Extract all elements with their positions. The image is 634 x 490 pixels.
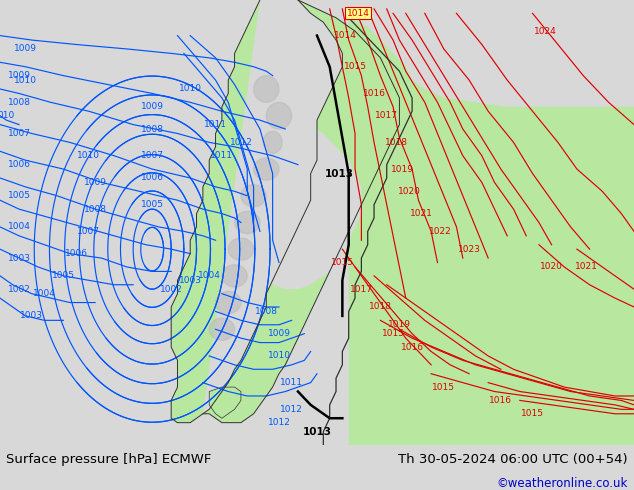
Polygon shape xyxy=(171,0,399,423)
Text: 1004: 1004 xyxy=(8,222,30,231)
Text: 1007: 1007 xyxy=(8,129,30,138)
Text: 1004: 1004 xyxy=(198,271,221,280)
Text: 1017: 1017 xyxy=(350,285,373,294)
Text: 1008: 1008 xyxy=(8,98,30,107)
Text: 1010: 1010 xyxy=(77,151,100,160)
Text: 1017: 1017 xyxy=(375,111,398,120)
Text: 1013: 1013 xyxy=(302,427,332,437)
Text: 1002: 1002 xyxy=(8,285,30,294)
Text: 1015: 1015 xyxy=(382,329,404,338)
Ellipse shape xyxy=(216,292,241,314)
Ellipse shape xyxy=(263,131,282,153)
Text: 1004: 1004 xyxy=(33,289,56,298)
Text: 1023: 1023 xyxy=(458,245,481,254)
Text: 1012: 1012 xyxy=(268,418,290,427)
Text: 1006: 1006 xyxy=(8,160,30,169)
Ellipse shape xyxy=(254,75,279,102)
Text: 1010: 1010 xyxy=(14,75,37,85)
Text: 1019: 1019 xyxy=(391,165,414,173)
Text: 1006: 1006 xyxy=(65,249,87,258)
Text: 1018: 1018 xyxy=(385,138,408,147)
Ellipse shape xyxy=(254,158,279,180)
Text: 1024: 1024 xyxy=(534,26,557,36)
Text: 1002: 1002 xyxy=(160,285,183,294)
Text: 1015: 1015 xyxy=(344,62,366,71)
Text: 1012: 1012 xyxy=(280,405,303,414)
Polygon shape xyxy=(349,18,634,445)
Text: 1015: 1015 xyxy=(331,258,354,267)
Text: 1005: 1005 xyxy=(141,200,164,209)
Text: 1011: 1011 xyxy=(210,151,233,160)
Text: 1003: 1003 xyxy=(179,276,202,285)
Text: 1008: 1008 xyxy=(141,124,164,134)
Text: 1005: 1005 xyxy=(8,191,30,200)
Text: 1018: 1018 xyxy=(369,302,392,312)
Text: 1015: 1015 xyxy=(432,383,455,392)
Polygon shape xyxy=(209,387,241,418)
Ellipse shape xyxy=(266,102,292,129)
Text: 1011: 1011 xyxy=(280,378,303,387)
Ellipse shape xyxy=(222,265,247,287)
Ellipse shape xyxy=(235,211,260,234)
Text: 1009: 1009 xyxy=(14,45,37,53)
Text: 1014: 1014 xyxy=(334,31,357,40)
Text: 1021: 1021 xyxy=(575,263,598,271)
Text: 010: 010 xyxy=(0,111,15,120)
Text: 1003: 1003 xyxy=(20,311,43,320)
Text: 1007: 1007 xyxy=(77,227,100,236)
Text: 1009: 1009 xyxy=(8,71,30,80)
Text: 1016: 1016 xyxy=(401,343,424,351)
Text: 1022: 1022 xyxy=(429,227,452,236)
Ellipse shape xyxy=(241,185,266,207)
Text: 1012: 1012 xyxy=(230,138,252,147)
Text: 1010: 1010 xyxy=(268,351,290,361)
Text: 1005: 1005 xyxy=(52,271,75,280)
Text: 1013: 1013 xyxy=(325,169,354,178)
Text: 1020: 1020 xyxy=(398,187,420,196)
Text: 1016: 1016 xyxy=(363,89,385,98)
Polygon shape xyxy=(260,120,361,289)
Text: 1003: 1003 xyxy=(8,253,30,263)
Text: 1006: 1006 xyxy=(141,173,164,182)
Text: 1010: 1010 xyxy=(179,84,202,94)
Text: 1008: 1008 xyxy=(255,307,278,316)
Text: 1007: 1007 xyxy=(141,151,164,160)
Text: 1014: 1014 xyxy=(347,9,370,18)
Text: 1015: 1015 xyxy=(521,409,544,418)
Text: ©weatheronline.co.uk: ©weatheronline.co.uk xyxy=(496,477,628,490)
Ellipse shape xyxy=(228,238,254,260)
Text: 1009: 1009 xyxy=(84,178,107,187)
Text: 1021: 1021 xyxy=(410,209,433,218)
Text: 1009: 1009 xyxy=(268,329,290,338)
Text: 1016: 1016 xyxy=(489,396,512,405)
Text: 1008: 1008 xyxy=(84,205,107,214)
Text: 1009: 1009 xyxy=(141,102,164,111)
Text: Surface pressure [hPa] ECMWF: Surface pressure [hPa] ECMWF xyxy=(6,453,212,466)
Text: 1011: 1011 xyxy=(204,120,227,129)
Text: 1020: 1020 xyxy=(540,263,563,271)
Text: 1019: 1019 xyxy=(388,320,411,329)
Ellipse shape xyxy=(209,318,235,341)
Text: Th 30-05-2024 06:00 UTC (00+54): Th 30-05-2024 06:00 UTC (00+54) xyxy=(398,453,628,466)
